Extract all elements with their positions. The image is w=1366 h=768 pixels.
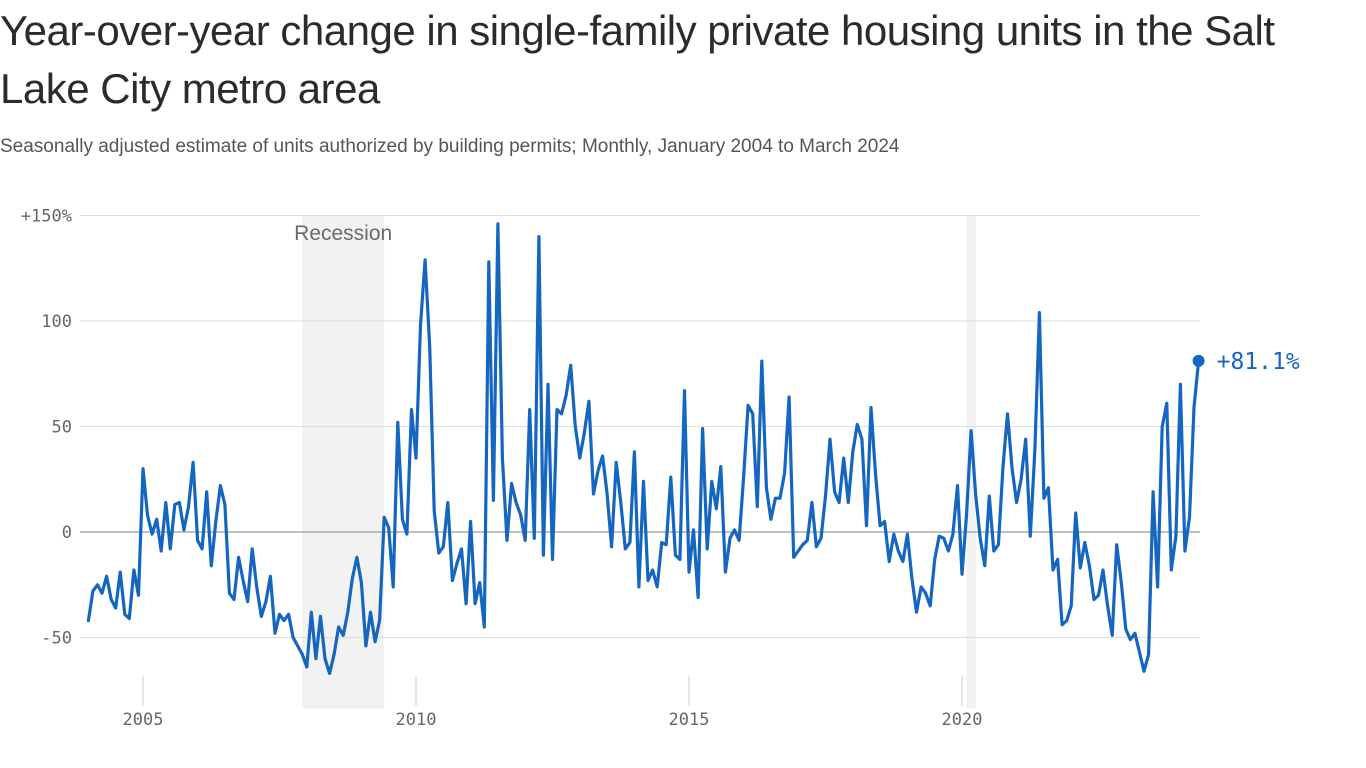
x-tick-label: 2010	[396, 710, 437, 730]
shaded-period	[966, 215, 976, 709]
chart-subtitle: Seasonally adjusted estimate of units au…	[0, 136, 900, 157]
chart-title: Year-over-year change in single-family p…	[0, 7, 1275, 112]
x-tick-label: 2005	[123, 710, 164, 730]
y-tick-label: -50	[41, 629, 72, 649]
x-tick-label: 2020	[942, 710, 983, 730]
end-value-label: +81.1%	[1217, 349, 1300, 375]
end-point-dot	[1192, 354, 1205, 367]
shaded-period	[302, 215, 385, 709]
y-tick-label: 50	[52, 418, 72, 438]
y-tick-label: +150%	[21, 207, 72, 227]
series-line	[86, 222, 1201, 675]
y-tick-label: 0	[62, 523, 72, 543]
recession-label: Recession	[294, 222, 392, 245]
x-tick-label: 2015	[669, 710, 710, 730]
y-tick-label: 100	[41, 312, 72, 332]
